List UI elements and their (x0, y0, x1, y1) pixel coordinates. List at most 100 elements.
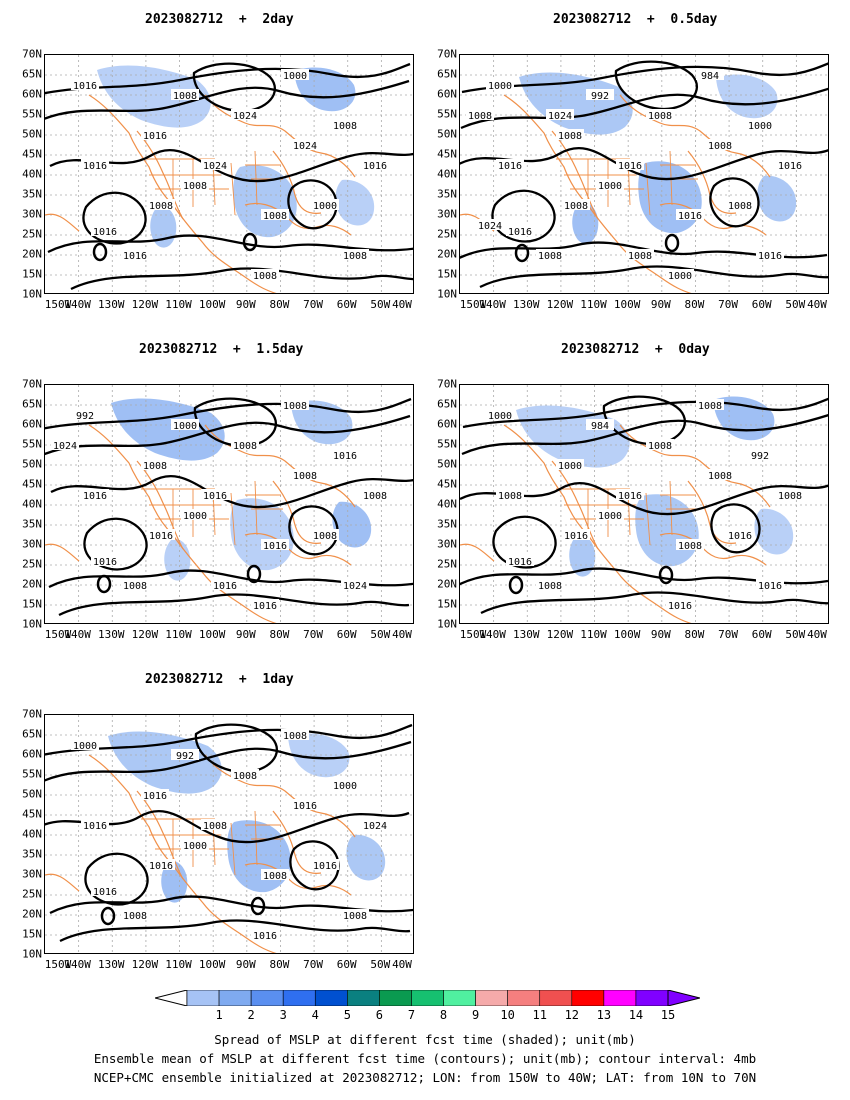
colorbar-swatch (347, 990, 380, 1006)
lat-tick-label: 15N (22, 927, 42, 941)
colorbar-labels: 1 2 3 4 5 6 7 8 9 10 11 12 13 14 15 (155, 1008, 700, 1024)
mslp-contour (461, 62, 828, 94)
contour-label-bg (251, 599, 279, 610)
contour-label: 1008 (313, 531, 337, 542)
contour-label-bg (361, 159, 389, 170)
mslp-contour (45, 62, 411, 95)
contour-label: 1016 (263, 541, 287, 552)
lat-tick-label: 30N (22, 867, 42, 881)
lat-axis-labels: 70N 65N 60N 55N 50N 45N 40N 35N 30N 25N 20N 15N 10N (417, 378, 457, 631)
contour-label: 1016 (253, 601, 277, 612)
spread-shading (516, 405, 630, 468)
contour-label: 1016 (93, 557, 117, 568)
contour-label-bg (91, 555, 119, 566)
colorbar-min-arrow (155, 990, 188, 1006)
contour-label-bg (331, 779, 359, 790)
contour-label-bg (506, 555, 534, 566)
contour-label: 1000 (598, 181, 622, 192)
colorbar-tick-label: 1 (215, 1008, 223, 1022)
contour-label-bg (676, 209, 704, 220)
colorbar-tick-label: 9 (471, 1008, 480, 1022)
contour-label-bg (536, 249, 564, 260)
mslp-contour (82, 191, 147, 245)
state-border (660, 480, 698, 536)
contour-label-bg (71, 409, 99, 420)
contour-label-bg (201, 489, 229, 500)
contour-label: 1008 (203, 821, 227, 832)
colorbar-tick-label: 3 (279, 1008, 287, 1022)
mslp-contour (479, 265, 828, 289)
contour-label-bg (91, 225, 119, 236)
panel-title-1.5day: 2023082712 + 1.5day (139, 342, 304, 357)
lon-tick-label: 40W (807, 298, 827, 311)
low-pressure-center (514, 243, 530, 263)
contour-label-bg (201, 819, 229, 830)
coastline (272, 480, 322, 544)
lat-axis-labels: 70N 65N 60N 55N 50N 45N 40N 35N 30N 25N 20N 15N 10N (2, 378, 42, 631)
contour-label: 1008 (498, 491, 522, 502)
coastline (272, 150, 322, 214)
mslp-contour (288, 505, 339, 556)
lat-tick-label: 10N (437, 287, 457, 301)
lon-tick-label: 110W (580, 628, 607, 641)
lat-tick-label: 40N (22, 167, 42, 181)
contour-label: 1008 (538, 251, 562, 262)
lon-tick-label: 110W (165, 628, 192, 641)
contour-label: 1000 (558, 461, 582, 472)
colorbar-swatch (411, 990, 444, 1006)
contour-label-bg (81, 819, 109, 830)
contour-label-bg (281, 729, 309, 740)
contour-label: 1008 (363, 491, 387, 502)
lon-tick-label: 90W (650, 628, 671, 641)
coastline (272, 810, 322, 874)
contour-label: 1016 (143, 131, 167, 142)
colorbar-tick-label: 8 (439, 1008, 448, 1022)
contour-label-bg (211, 579, 239, 590)
lon-tick-label: 70W (718, 298, 739, 311)
colorbar-tick-label: 11 (532, 1008, 547, 1022)
contour-label-bg (91, 885, 119, 896)
contour-label-bg (676, 539, 704, 550)
contour-label: 984 (701, 71, 719, 82)
colorbar-swatch (282, 990, 316, 1006)
lon-tick-label: 80W (684, 298, 705, 311)
contour-label: 1008 (333, 121, 357, 132)
colorbar-swatch (314, 990, 348, 1006)
mslp-contour (460, 147, 828, 181)
lon-tick-label: 150W (44, 628, 72, 641)
colorbar-swatch (379, 990, 412, 1006)
contour-label-bg (121, 909, 149, 920)
spread-shading (754, 508, 794, 555)
lat-tick-label: 10N (437, 617, 457, 631)
colorbar-swatch (571, 990, 605, 1006)
mslp-contour (289, 840, 340, 891)
contour-label-bg (71, 79, 99, 90)
lat-tick-label: 20N (437, 577, 457, 591)
contour-label: 1008 (343, 251, 367, 262)
lat-tick-label: 65N (437, 67, 457, 81)
contour-label-bg (562, 529, 590, 540)
colorbar-tick-label: 10 (500, 1008, 515, 1022)
lat-tick-label: 50N (22, 457, 42, 471)
contour-label-bg (341, 909, 369, 920)
contour-label: 1016 (93, 887, 117, 898)
map-svg: 1000 984 992 1000 1008 1016 1016 1008 1016 1016 10… (460, 55, 828, 293)
contour-label-bg (586, 419, 614, 430)
contour-label: 1008 (293, 471, 317, 482)
contour-label-bg (311, 529, 339, 540)
colorbar-tick-label: 14 (628, 1008, 644, 1022)
lat-axis-labels: 70N 65N 60N 55N 50N 45N 40N 35N 30N 25N 20N 15N 10N (2, 48, 42, 301)
lon-tick-label: 120W (131, 958, 159, 971)
lon-tick-label: 70W (718, 628, 739, 641)
contour-label: 1008 (728, 201, 752, 212)
spread-shading (97, 65, 211, 128)
lat-tick-label: 20N (22, 247, 42, 261)
contour-label-bg (261, 539, 289, 550)
contour-label: 1016 (498, 161, 522, 172)
contour-label: 1000 (488, 81, 512, 92)
lon-tick-label: 120W (546, 628, 574, 641)
contour-label-bg (616, 159, 644, 170)
contour-label-bg (476, 219, 504, 230)
lat-tick-label: 30N (437, 207, 457, 221)
lat-tick-label: 55N (22, 107, 42, 121)
